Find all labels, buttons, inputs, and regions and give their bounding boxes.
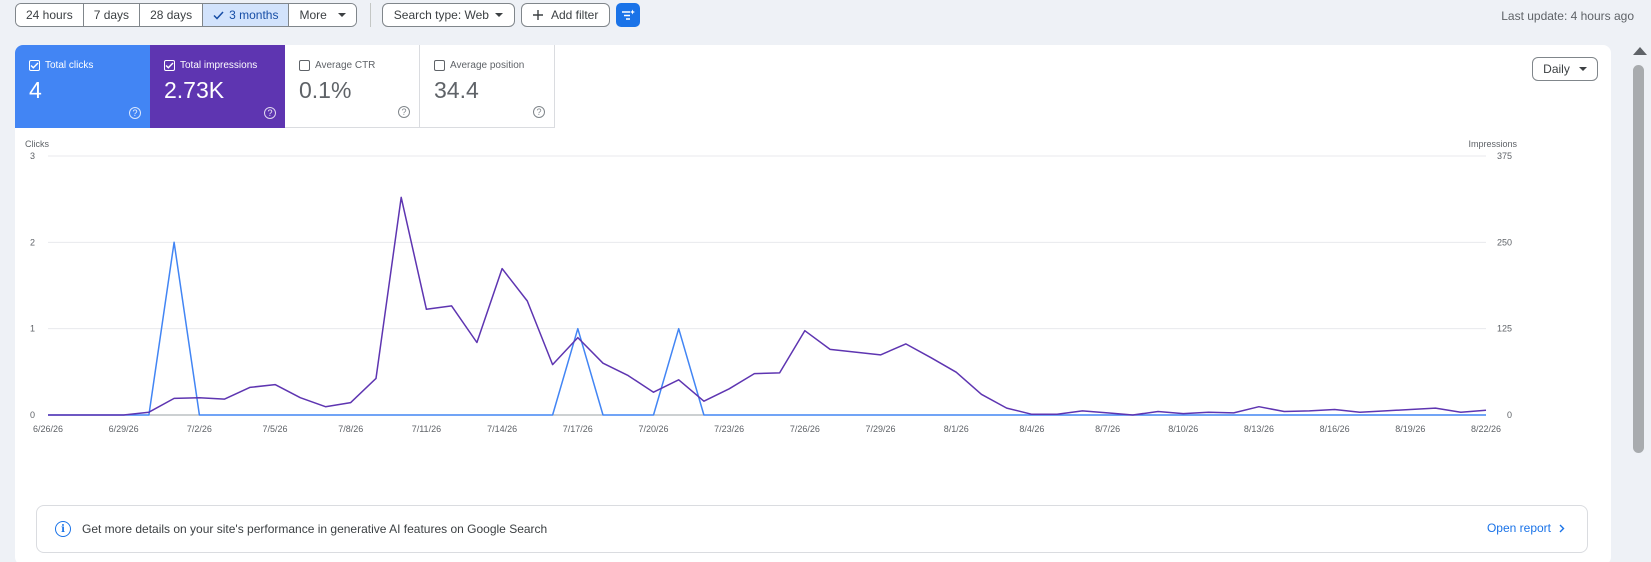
x-tick-label: 8/16/26: [1320, 424, 1350, 434]
date-range-selector: 24 hours 7 days 28 days 3 months More: [15, 3, 357, 27]
range-more-button[interactable]: More: [289, 4, 356, 26]
filter-sparkle-icon: [622, 9, 636, 20]
right-tick-label: 375: [1497, 151, 1512, 161]
granularity-dropdown[interactable]: Daily: [1532, 57, 1598, 81]
left-tick-label: 1: [30, 324, 35, 334]
toolbar: 24 hours 7 days 28 days 3 months More Se…: [15, 3, 641, 27]
search-type-button[interactable]: Search type: Web: [381, 3, 515, 27]
left-axis-title: Clicks: [25, 139, 49, 149]
metric-total-clicks[interactable]: Total clicks 4 ?: [15, 45, 150, 128]
x-tick-label: 7/11/26: [412, 424, 441, 434]
x-tick-label: 8/13/26: [1244, 424, 1274, 434]
x-tick-label: 7/26/26: [790, 424, 820, 434]
x-tick-label: 7/23/26: [714, 424, 744, 434]
metric-average-position[interactable]: Average position 34.4 ?: [420, 45, 555, 128]
checkbox-unchecked-icon[interactable]: [299, 59, 310, 71]
right-tick-label: 0: [1507, 410, 1512, 420]
performance-card: Clicks Impressions 0 1 2 3 0 125 250 375 6/26/26 6/…: [15, 45, 1611, 562]
chevron-down-icon: [337, 13, 346, 17]
x-tick-label: 7/20/26: [638, 424, 668, 434]
open-report-link[interactable]: Open report: [1487, 521, 1565, 535]
last-update-text: Last update: 4 hours ago: [1501, 9, 1634, 23]
check-icon: [213, 10, 224, 20]
x-tick-label: 6/26/26: [33, 424, 63, 434]
x-tick-label: 7/8/26: [338, 424, 363, 434]
scroll-thumb[interactable]: [1633, 65, 1644, 453]
range-28-days-button[interactable]: 28 days: [140, 4, 204, 26]
metric-label: Average position: [450, 59, 525, 71]
x-tick-label: 8/7/26: [1095, 424, 1120, 434]
checkbox-checked-icon[interactable]: [164, 59, 175, 71]
chevron-down-icon: [1578, 67, 1587, 71]
metric-value: 0.1%: [299, 77, 352, 103]
chevron-right-icon: [1559, 524, 1565, 532]
left-tick-label: 2: [30, 237, 35, 247]
metric-value: 4: [29, 77, 42, 103]
help-icon[interactable]: ?: [533, 106, 545, 118]
banner-text: Get more details on your site's performa…: [82, 522, 548, 536]
series-line-total-clicks: [48, 241, 1486, 416]
range-3-months-button[interactable]: 3 months: [203, 4, 290, 26]
plus-icon: [532, 10, 543, 20]
scroll-up-arrow-icon[interactable]: [1633, 47, 1647, 55]
x-tick-label: 6/29/26: [109, 424, 139, 434]
x-tick-label: 7/2/26: [187, 424, 212, 434]
help-icon[interactable]: ?: [129, 107, 141, 119]
metric-label: Total impressions: [180, 59, 258, 71]
info-icon: i: [55, 521, 71, 537]
page-scrollbar[interactable]: [1631, 45, 1647, 562]
x-tick-label: 8/22/26: [1471, 424, 1501, 434]
x-tick-label: 7/29/26: [866, 424, 896, 434]
metric-total-impressions[interactable]: Total impressions 2.73K ?: [150, 45, 285, 128]
performance-chart: Clicks Impressions 0 1 2 3 0 125 250 375 6/26/26 6/…: [25, 139, 1518, 434]
checkbox-checked-icon[interactable]: [29, 59, 40, 71]
right-tick-label: 125: [1497, 324, 1512, 334]
range-24-hours-button[interactable]: 24 hours: [16, 4, 84, 26]
ai-features-banner: i Get more details on your site's perfor…: [36, 505, 1588, 553]
filter-settings-button[interactable]: [616, 3, 641, 27]
metric-label: Average CTR: [315, 59, 376, 71]
metric-value: 34.4: [434, 77, 479, 103]
x-tick-label: 8/4/26: [1019, 424, 1044, 434]
x-tick-label: 8/10/26: [1168, 424, 1198, 434]
checkbox-unchecked-icon[interactable]: [434, 59, 445, 71]
x-tick-label: 7/14/26: [487, 424, 517, 434]
left-tick-label: 0: [30, 410, 35, 420]
x-tick-label: 7/5/26: [263, 424, 288, 434]
right-tick-label: 250: [1497, 237, 1512, 247]
help-icon[interactable]: ?: [264, 107, 276, 119]
metric-value: 2.73K: [164, 77, 225, 103]
series-line-total-impressions: [48, 196, 1487, 416]
toolbar-divider: [369, 3, 371, 27]
range-7-days-button[interactable]: 7 days: [83, 4, 141, 26]
x-tick-label: 8/1/26: [944, 424, 969, 434]
x-tick-label: 7/17/26: [563, 424, 593, 434]
help-icon[interactable]: ?: [398, 106, 410, 118]
left-tick-label: 3: [30, 151, 35, 161]
x-tick-label: 8/19/26: [1395, 424, 1425, 434]
chevron-down-icon: [494, 13, 503, 17]
metric-label: Total clicks: [45, 59, 94, 71]
right-axis-title: Impressions: [1468, 139, 1517, 149]
add-filter-button[interactable]: Add filter: [520, 3, 611, 27]
metric-average-ctr[interactable]: Average CTR 0.1% ?: [285, 45, 420, 128]
